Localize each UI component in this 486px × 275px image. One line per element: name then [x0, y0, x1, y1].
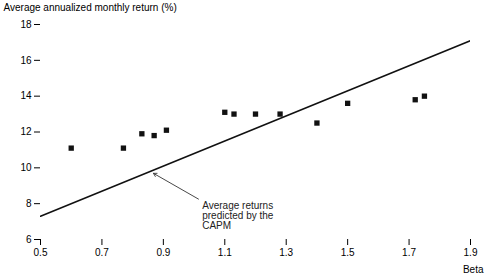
svg-text:1.9: 1.9 [464, 247, 478, 258]
svg-text:0.9: 0.9 [156, 247, 170, 258]
svg-text:8: 8 [26, 198, 32, 209]
svg-text:1.5: 1.5 [341, 247, 355, 258]
svg-text:14: 14 [20, 90, 32, 101]
svg-text:18: 18 [20, 19, 32, 30]
svg-text:16: 16 [20, 55, 32, 66]
svg-text:Beta: Beta [463, 264, 484, 275]
svg-text:0.5: 0.5 [34, 247, 48, 258]
svg-text:1.1: 1.1 [218, 247, 232, 258]
svg-text:1.3: 1.3 [279, 247, 293, 258]
svg-text:Average annualized monthly ret: Average annualized monthly return (%) [4, 2, 177, 13]
svg-text:0.7: 0.7 [95, 247, 109, 258]
svg-text:Average returnspredicted by th: Average returnspredicted by theCAPM [202, 200, 274, 231]
svg-text:12: 12 [20, 126, 32, 137]
svg-text:10: 10 [20, 162, 32, 173]
svg-text:1.7: 1.7 [402, 247, 416, 258]
svg-text:6: 6 [26, 234, 32, 245]
